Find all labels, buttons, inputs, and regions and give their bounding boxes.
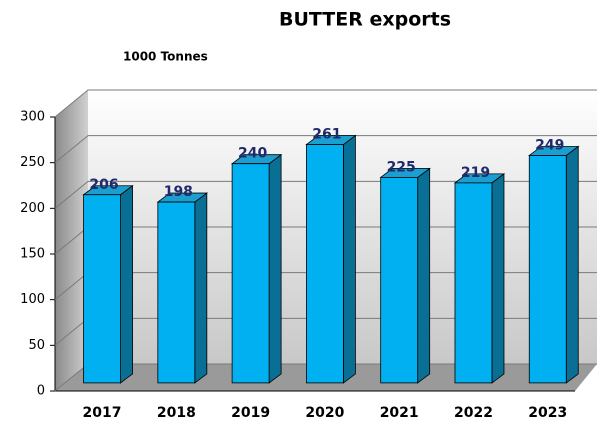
x-tick-label: 2017 (83, 405, 122, 421)
value-label: 219 (461, 165, 490, 181)
x-tick-label: 2023 (528, 405, 567, 421)
bar (454, 182, 493, 384)
bar (380, 176, 419, 384)
bar (157, 201, 196, 384)
x-tick-label: 2020 (305, 405, 344, 421)
y-tick-label: 150 (20, 247, 45, 262)
x-tick-label: 2021 (380, 405, 419, 421)
grid-line (54, 135, 597, 164)
bar (231, 163, 270, 384)
value-label: 261 (312, 127, 341, 143)
x-tick-label: 2019 (231, 405, 270, 421)
value-label: 198 (164, 184, 193, 200)
bar (305, 144, 344, 384)
grid-line (54, 89, 597, 118)
y-tick-label: 300 (20, 110, 45, 125)
value-label: 249 (535, 137, 564, 153)
y-tick-label: 50 (28, 338, 45, 353)
bar-side (342, 134, 356, 384)
bar-side (194, 192, 208, 384)
bar (528, 155, 567, 384)
x-tick-label: 2018 (157, 405, 196, 421)
chart-subtitle: 1000 Tonnes (123, 50, 208, 64)
x-tick-label: 2022 (454, 405, 493, 421)
bar-side (268, 153, 282, 384)
chart-title: BUTTER exports (279, 9, 451, 31)
bar-side (120, 184, 133, 384)
bar (83, 194, 121, 384)
y-tick-label: 0 (37, 384, 45, 399)
y-tick-label: 100 (20, 292, 45, 307)
value-label: 240 (238, 146, 267, 162)
bar-side (565, 145, 579, 384)
bar-side (491, 173, 505, 384)
value-label: 225 (387, 159, 416, 175)
y-tick-label: 200 (20, 201, 45, 216)
bar-side (417, 167, 431, 384)
value-label: 206 (89, 177, 118, 193)
y-tick-label: 250 (20, 155, 45, 170)
